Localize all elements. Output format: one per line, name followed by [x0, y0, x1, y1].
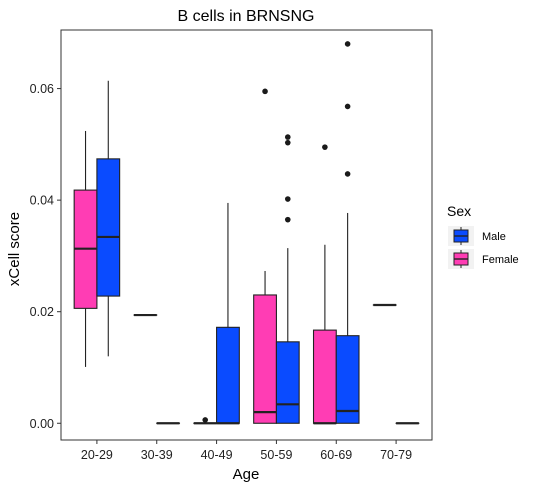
box-male-60-69	[335, 41, 360, 424]
legend: Sex Male Female	[447, 203, 519, 269]
y-tick-label: 0.02	[30, 305, 54, 319]
boxes-layer	[73, 41, 420, 425]
y-axis: 0.00 0.02 0.04 0.06	[30, 82, 61, 431]
x-tick-label: 30-39	[141, 448, 173, 462]
box-iqr	[253, 294, 277, 424]
plot-panel	[60, 29, 433, 441]
box-iqr	[275, 341, 300, 424]
legend-label: Male	[482, 231, 506, 243]
chart-title: B cells in BRNSNG	[178, 8, 315, 25]
outlier-point	[322, 144, 328, 150]
box-iqr	[96, 158, 121, 297]
box-iqr	[216, 326, 240, 424]
y-axis-label: xCell score	[6, 212, 23, 286]
outlier-point	[344, 103, 351, 110]
outlier-point	[284, 134, 291, 140]
x-tick-label: 50-59	[260, 448, 292, 462]
outlier-point	[284, 139, 291, 146]
x-tick-label: 20-29	[81, 448, 113, 462]
box-female-60-69	[312, 144, 337, 425]
x-tick-label: 40-49	[201, 448, 233, 462]
box-female-50-59	[253, 88, 277, 424]
box-iqr	[335, 335, 360, 424]
legend-label: Female	[482, 254, 519, 266]
outlier-point	[284, 196, 291, 202]
x-tick-label: 70-79	[380, 448, 412, 462]
x-tick-label: 60-69	[320, 448, 352, 462]
box-iqr	[312, 329, 337, 424]
outlier-point	[202, 417, 209, 423]
outlier-point	[344, 41, 351, 47]
outlier-point	[262, 88, 268, 95]
x-axis: 20-29 30-39 40-49 50-59 60-69 70-79	[81, 440, 412, 462]
y-tick-label: 0.04	[30, 194, 54, 208]
legend-title: Sex	[447, 203, 471, 219]
y-tick-label: 0.00	[30, 417, 54, 431]
legend-key-male: Male	[448, 226, 506, 246]
box-male-40-49	[216, 202, 240, 425]
box-male-50-59	[275, 134, 300, 424]
outlier-point	[344, 171, 351, 177]
legend-key-female: Female	[448, 249, 519, 269]
y-tick-label: 0.06	[30, 82, 54, 96]
x-axis-label: Age	[233, 466, 260, 483]
box-male-20-29	[96, 80, 121, 357]
box-female-20-29	[73, 130, 98, 367]
outlier-point	[284, 216, 291, 223]
